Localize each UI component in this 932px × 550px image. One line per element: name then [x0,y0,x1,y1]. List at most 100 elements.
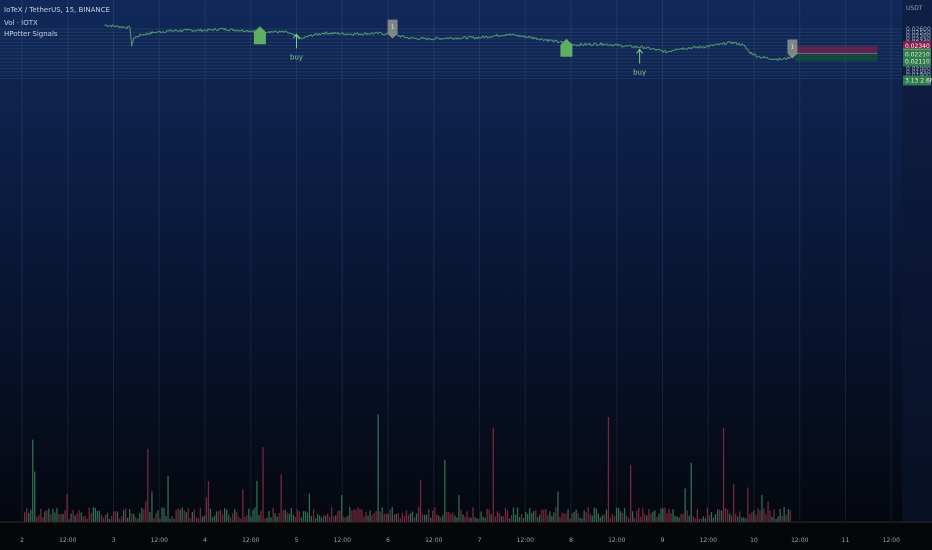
time-axis[interactable]: 2 12:00 3 12:00 4 12:00 5 12:00 6 12:00 7 12:00 8 12:… [0,521,932,550]
volume-bar [668,509,670,522]
volume-bar [474,517,476,522]
volume-bar [409,513,412,522]
volume-bar [179,509,181,522]
symbol-legend[interactable]: IoTeX / TetherUS, 15, BINANCE [4,6,110,14]
volume-bar [585,512,587,522]
volume-bar [415,513,418,522]
volume-bar [383,513,385,522]
target-price-tag-bg [903,56,931,67]
volume-bar [393,514,395,522]
volume-bar [755,514,757,522]
volume-bar [658,513,660,522]
volume-bar [434,507,436,522]
volume-bar [680,514,682,522]
volume-bar [636,510,638,522]
position-tool[interactable] [795,46,878,62]
volume-bar [205,497,208,522]
volume-bar [502,516,504,522]
volume-bar [252,509,254,522]
time-tick-label: 7 [478,537,482,544]
volume-bar [644,513,646,522]
volume-bar [504,507,507,522]
volume-bar [106,512,109,522]
volume-bar [395,514,397,522]
volume-bar [161,507,163,522]
volume-bar [72,509,74,522]
volume-bar [308,493,311,522]
volume-bar [729,513,731,522]
volume-bar [591,515,593,522]
volume-bar [577,513,579,522]
volume-bar [82,516,84,522]
volume-bar [385,513,387,522]
volume-bar [131,513,133,522]
volume-bar [561,512,563,522]
volume-bar [597,513,599,522]
volume-bar [537,517,539,522]
time-tick-label: 12:00 [334,537,351,544]
volume-bar [312,509,315,522]
volume-bar [183,510,185,522]
volume-bar [141,507,143,522]
volume-bar [219,509,222,522]
volume-bar [761,494,763,522]
volume-bar [357,507,359,522]
volume-bar [727,509,729,522]
volume-bar [581,518,583,522]
volume-bar [569,518,571,522]
volume-bar [24,512,26,522]
volume-bar [615,507,618,522]
volume-bar [369,510,371,522]
time-tick-label: 12:00 [517,537,534,544]
volume-bar [310,515,313,522]
volume-bar [664,507,666,522]
volume-bar [335,515,337,522]
volume-bar [314,518,317,522]
volume-bar [646,515,648,522]
volume-bar [359,509,361,522]
volume-bar [129,509,131,522]
volume-bar [28,512,30,522]
volume-bar [571,513,573,522]
volume-bar [735,513,737,522]
volume-bar [258,515,260,522]
volume-bar [529,508,531,522]
volume-bar [100,514,103,522]
volume-bar [672,509,674,522]
volume-legend[interactable]: Vol · IOTX [4,19,38,27]
volume-bar [549,511,551,522]
buy-label: buy [290,53,303,61]
volume-bar [456,517,458,522]
indicator-legend[interactable]: HPotter Signals [4,30,58,38]
volume-bar [411,511,414,522]
volume-bar [446,511,448,522]
time-tick-label: 12:00 [59,537,76,544]
volume-bar [373,513,375,522]
volume-bar [329,516,331,522]
volume-bar [407,515,410,522]
volume-bar [347,515,349,522]
volume-bar [244,517,246,522]
volume-bar [92,507,94,522]
volume-bar [405,510,408,522]
volume-bar [266,517,268,522]
volume-bar [50,514,52,522]
volume-bar [527,514,529,522]
volume-bar [84,515,86,522]
volume-bar [628,518,630,522]
price-tick-label: 0.02000 [906,66,931,73]
time-tick-label: 5 [295,537,299,544]
volume-bar [294,516,296,522]
volume-bar [609,517,612,522]
volume-bar [712,517,715,522]
volume-bar [351,510,353,522]
volume-bar [64,510,66,522]
volume-bar [432,510,434,522]
volume-bar [621,512,624,522]
volume-bar [104,514,107,522]
volume-bar [286,512,288,522]
buy-label: buy [633,68,646,76]
